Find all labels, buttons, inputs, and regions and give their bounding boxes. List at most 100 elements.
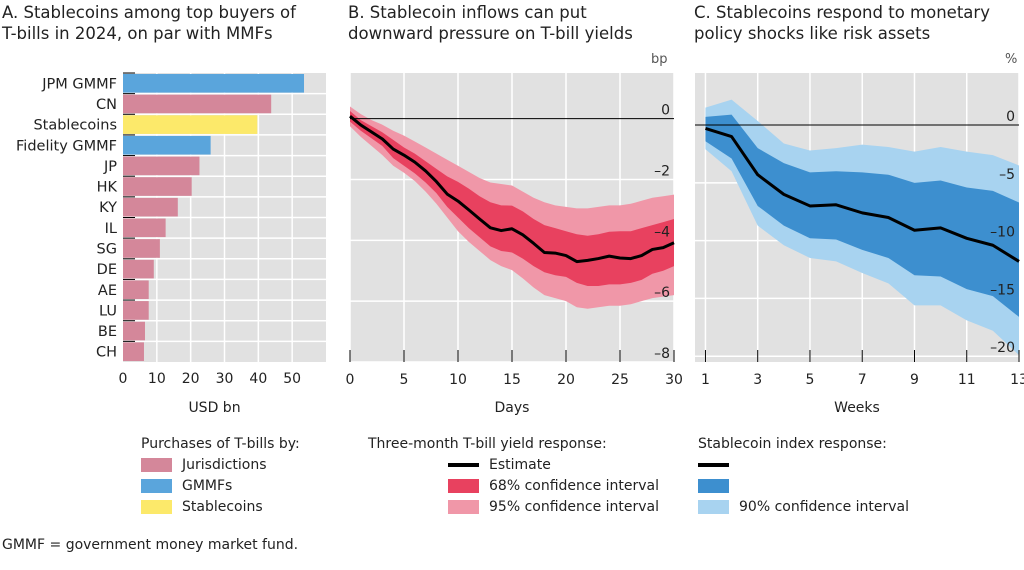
legend-line-swatch — [698, 462, 729, 467]
chart-c-band-inner — [705, 114, 1019, 317]
bar-fidelity-gmmf — [123, 135, 211, 155]
legend-label: 90% confidence interval — [739, 498, 910, 515]
legend-label: Jurisdictions — [182, 456, 267, 473]
chart-a-category-label: JPM GMMF — [41, 76, 117, 92]
chart-a-category-label: LU — [99, 303, 117, 319]
chart-c-xtick-label: 13 — [1010, 372, 1024, 388]
chart-b-xlabel: Days — [495, 400, 530, 416]
chart-b-xtick-label: 0 — [346, 372, 355, 388]
chart-c-title: C. Stablecoins respond to monetary polic… — [694, 3, 990, 43]
chart-a-category-label: DE — [97, 262, 117, 278]
chart-a-category-label: AE — [98, 283, 117, 299]
bar-lu — [123, 301, 149, 320]
chart-a-title: A. Stablecoins among top buyers of T-bil… — [2, 3, 296, 43]
legend-swatch — [448, 478, 479, 493]
chart-a-xtick-label: 20 — [182, 371, 200, 387]
legend-title: Purchases of T-bills by: — [141, 435, 300, 452]
bar-be — [123, 321, 145, 341]
chart-a-category-label: KY — [99, 200, 117, 216]
chart-b-legend: Three-month T-bill yield response: Estim… — [368, 433, 659, 517]
legend-swatch — [698, 499, 729, 514]
chart-c-xtick-label: 3 — [753, 372, 762, 388]
chart-c-xlabel: Weeks — [834, 400, 880, 416]
legend-label: 68% confidence interval — [489, 477, 660, 494]
chart-b-band-68-confidence-interval — [350, 111, 674, 286]
footnote: GMMF = government money market fund. — [2, 537, 299, 553]
legend-item-68-ci: 68% confidence interval — [368, 475, 659, 496]
legend-line-swatch — [448, 462, 479, 467]
legend-swatch — [141, 499, 172, 514]
chart-a-category-label: JP — [103, 159, 117, 175]
bar-jpm-gmmf — [123, 74, 305, 93]
chart-a-category-label: IL — [105, 221, 117, 237]
chart-c-ytick-label: –10 — [990, 225, 1015, 241]
chart-b-unit-label: bp — [651, 52, 668, 67]
legend-title: Three-month T-bill yield response: — [368, 435, 607, 452]
legend-swatch — [698, 478, 729, 493]
bar-jp — [123, 156, 200, 176]
bar-ae — [123, 280, 149, 300]
chart-a-category-label: Fidelity GMMF — [16, 138, 117, 154]
chart-b-ytick-label: –8 — [654, 346, 670, 362]
chart-c-estimate-line — [705, 127, 1020, 263]
chart-b-ytick-label: 0 — [661, 103, 670, 119]
legend-item-stablecoins: Stablecoins — [141, 496, 300, 517]
chart-c-ytick-label: –15 — [990, 282, 1015, 298]
legend-swatch — [141, 457, 172, 472]
chart-b-xtick-label: 15 — [503, 372, 521, 388]
chart-b-ytick-label: –6 — [654, 285, 670, 301]
chart-a-xtick-label: 40 — [249, 371, 267, 387]
chart-b-xtick-label: 25 — [611, 372, 629, 388]
bar-sg — [123, 239, 160, 258]
chart-a-xtick-label: 0 — [119, 371, 128, 387]
chart-b-ytick-label: –4 — [654, 224, 670, 240]
chart-b-estimate-line — [349, 115, 675, 264]
chart-b-title: B. Stablecoin inflows can put downward p… — [348, 3, 633, 43]
chart-c-legend: Stablecoin index response: 90% confidenc… — [698, 433, 909, 517]
legend-item-90-ci: 90% confidence interval — [698, 496, 909, 517]
chart-b-xtick-label: 5 — [400, 372, 409, 388]
bar-ch — [123, 342, 144, 361]
chart-b-xtick-label: 20 — [557, 372, 575, 388]
bar-cn — [123, 94, 272, 114]
chart-b-xtick-label: 10 — [449, 372, 467, 388]
chart-c-xtick-label: 9 — [910, 372, 919, 388]
legend-label: 95% confidence interval — [489, 498, 660, 515]
bar-ky — [123, 197, 178, 217]
legend-swatch — [448, 499, 479, 514]
chart-c-xtick-label: 5 — [806, 372, 815, 388]
chart-c-xtick-label: 11 — [958, 372, 976, 388]
legend-swatch — [141, 478, 172, 493]
chart-c-ytick-label: –20 — [990, 340, 1015, 356]
chart-a-xtick-label: 30 — [216, 371, 234, 387]
chart-a-category-label: CN — [96, 97, 117, 113]
chart-a-category-label: Stablecoins — [33, 118, 117, 134]
chart-a-category-label: HK — [97, 180, 118, 196]
chart-a-category-label: BE — [98, 324, 117, 340]
legend-item-95-ci: 95% confidence interval — [368, 496, 659, 517]
legend-item-estimate: Estimate — [368, 454, 659, 475]
legend-item-gmmfs: GMMFs — [141, 475, 300, 496]
chart-a-category-label: SG — [97, 241, 117, 257]
bar-stablecoins — [123, 115, 258, 134]
legend-title: Stablecoin index response: — [698, 435, 887, 452]
chart-c-unit-label: % — [1005, 52, 1018, 67]
chart-b-xtick-label: 30 — [665, 372, 683, 388]
legend-label: Estimate — [489, 456, 551, 473]
chart-c-xtick-label: 7 — [858, 372, 867, 388]
chart-a-legend: Purchases of T-bills by: Jurisdictions G… — [141, 433, 300, 517]
bar-il — [123, 218, 166, 238]
legend-item-estimate — [698, 454, 909, 475]
chart-b-ytick-label: –2 — [654, 163, 670, 179]
chart-c-ytick-label: 0 — [1006, 109, 1015, 125]
chart-a-xlabel: USD bn — [188, 400, 240, 416]
legend-item-jurisdictions: Jurisdictions — [141, 454, 300, 475]
legend-label: Stablecoins — [182, 498, 263, 515]
legend-label: GMMFs — [182, 477, 233, 494]
chart-a-xtick-label: 10 — [148, 371, 166, 387]
bar-hk — [123, 177, 192, 196]
chart-a-category-label: CH — [96, 345, 117, 361]
legend-item-68-ci — [698, 475, 909, 496]
bar-de — [123, 259, 154, 279]
